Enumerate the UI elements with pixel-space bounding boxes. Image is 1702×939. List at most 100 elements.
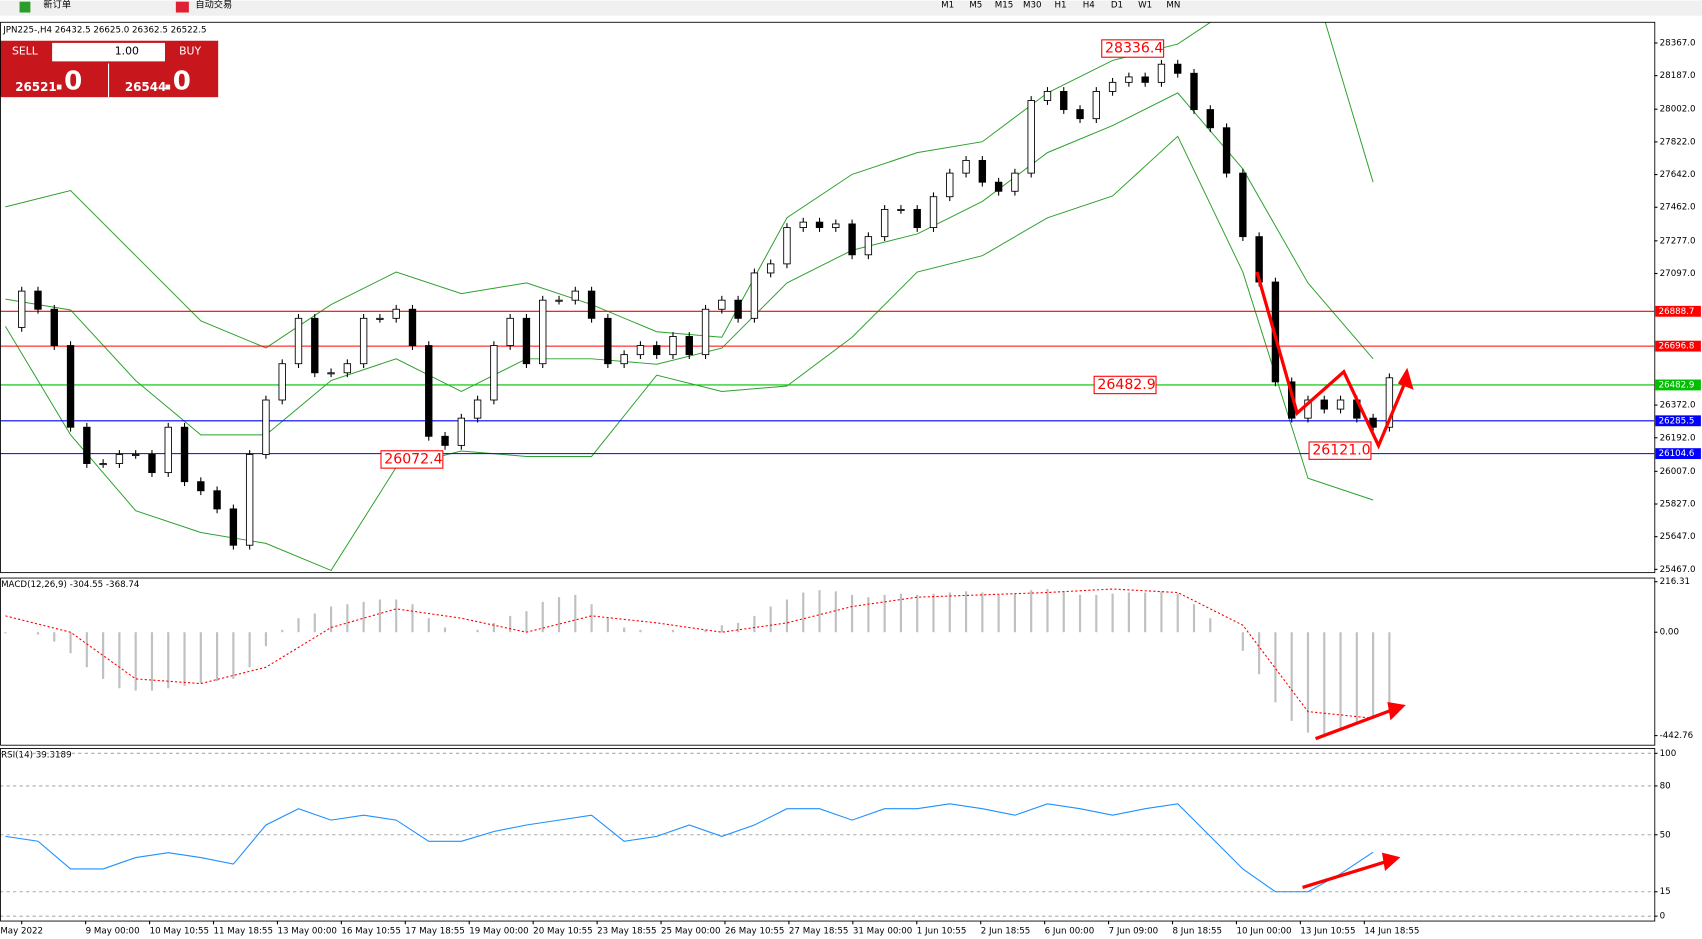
timeframe-button[interactable]: H1: [1054, 0, 1066, 10]
candle: [327, 372, 335, 375]
candle: [213, 490, 221, 510]
timeframe-button[interactable]: M1: [941, 0, 954, 10]
price-annotation-box: [1101, 39, 1165, 58]
x-tick-label: 13 May 00:00: [277, 926, 336, 936]
candle: [1206, 109, 1214, 129]
timeframe-button[interactable]: M30: [1023, 0, 1042, 10]
x-tick-label: 10 May 10:55: [150, 926, 209, 936]
candle: [539, 299, 547, 365]
candle: [929, 196, 938, 229]
timeframe-button[interactable]: M15: [995, 0, 1014, 10]
candle: [1174, 63, 1182, 74]
x-tick-label: 19 May 00:00: [469, 926, 528, 936]
timeframe-button[interactable]: D1: [1111, 0, 1123, 10]
x-tick-label: 2 Jun 18:55: [981, 926, 1031, 936]
candle: [994, 181, 1003, 192]
candle: [359, 317, 368, 365]
timeframe-button[interactable]: H4: [1083, 0, 1096, 10]
y-tick-label: 0: [1660, 912, 1666, 922]
x-tick-label: 31 May 00:00: [853, 926, 912, 936]
y-tick-label: 25827.0: [1660, 500, 1696, 510]
level-tag-label: 26888.7: [1659, 307, 1695, 317]
arrow-head: [1397, 367, 1414, 390]
x-tick-label: 26 May 10:55: [725, 926, 784, 936]
candle: [99, 463, 107, 466]
new-order-button[interactable]: 新订单: [43, 0, 71, 10]
candle: [1108, 81, 1117, 92]
candle: [636, 345, 645, 356]
lots-value[interactable]: 1.00: [115, 45, 139, 58]
candle: [1369, 417, 1377, 428]
x-tick-label: 23 May 18:55: [597, 926, 656, 936]
candle: [18, 290, 26, 328]
timeframe-button[interactable]: W1: [1138, 0, 1152, 10]
candle: [425, 345, 433, 437]
panel-title: MACD(12,26,9) -304.55 -368.74: [1, 580, 140, 590]
lots-input[interactable]: [52, 42, 165, 62]
candle: [799, 221, 807, 229]
y-tick-label: 100: [1660, 749, 1677, 759]
y-tick-label: 27097.0: [1660, 269, 1696, 279]
y-tick-label: 26372.0: [1660, 401, 1696, 411]
buy-price[interactable]: 26544: [125, 80, 167, 94]
candle: [571, 290, 579, 301]
plot-area: [0, 22, 1655, 572]
y-tick-label: 0.00: [1660, 628, 1679, 638]
x-tick-label: 11 May 18:55: [214, 926, 273, 936]
candle: [685, 336, 693, 356]
candle: [1076, 109, 1084, 120]
candle: [1222, 127, 1231, 174]
time-axis: May 2022 9 May 00:00 10 May 10:55 11 May 18…: [0, 921, 1419, 936]
candle: [701, 308, 710, 356]
candle: [180, 426, 189, 483]
trade-panel: SELL 1.00 BUY 26521 .0 26544 .0: [0, 40, 219, 98]
auto-trading-button[interactable]: 自动交易: [195, 0, 232, 10]
panel-frame: [0, 748, 1656, 922]
x-tick-label: 6 Jun 00:00: [1045, 926, 1095, 936]
auto-trading-icon[interactable]: [175, 1, 189, 13]
buy-price-frac[interactable]: .0: [163, 66, 191, 96]
timeframe-button[interactable]: MN: [1166, 0, 1180, 10]
x-tick-label: 10 Jun 00:00: [1236, 926, 1291, 936]
candle: [473, 399, 482, 419]
candle: [441, 435, 449, 446]
candle: [408, 308, 417, 346]
new-order-icon[interactable]: [19, 1, 31, 13]
macd-panel: MACD(12,26,9) -304.55 -368.74 216.31 0.00 -…: [1, 577, 1693, 741]
candle: [522, 317, 531, 365]
price-panel: 28367.0 28187.0 28002.0 27822.0 27642.0 27462…: [0, 22, 1701, 575]
timeframe-button[interactable]: M5: [969, 0, 982, 10]
buy-button[interactable]: BUY: [179, 45, 201, 58]
candle: [294, 317, 303, 365]
y-tick-label: 28002.0: [1660, 105, 1696, 115]
candle: [555, 299, 563, 302]
y-tick-label: 28367.0: [1660, 38, 1696, 48]
candle: [376, 317, 384, 320]
candle: [1190, 72, 1198, 111]
sell-price[interactable]: 26521: [15, 80, 57, 94]
candle: [457, 417, 466, 446]
candle: [587, 290, 596, 319]
candle: [1060, 91, 1068, 111]
candle: [1385, 377, 1394, 428]
price-annotation: 26072.4: [384, 451, 442, 467]
candle: [897, 208, 905, 211]
y-tick-label: 216.31: [1660, 577, 1690, 587]
sell-price-frac[interactable]: .0: [54, 66, 82, 96]
candle: [343, 363, 352, 374]
sell-button[interactable]: SELL: [12, 45, 38, 58]
candle: [1239, 172, 1247, 238]
drawn-arrows: [1255, 271, 1414, 889]
rsi-panel: RSI(14) 39.3189 100 80 50 15 0: [0, 749, 1676, 922]
y-tick-label: 27462.0: [1660, 203, 1696, 213]
candle: [66, 345, 75, 428]
candle: [1027, 100, 1035, 174]
price-arrow: [1255, 271, 1409, 450]
x-tick-label: 17 May 18:55: [405, 926, 464, 936]
candle: [148, 454, 156, 474]
candle: [783, 227, 791, 265]
price-annotation: 26482.9: [1097, 377, 1155, 393]
candle: [669, 336, 677, 356]
x-tick-label: 9 May 00:00: [86, 926, 140, 936]
level-tag: [1655, 340, 1701, 352]
